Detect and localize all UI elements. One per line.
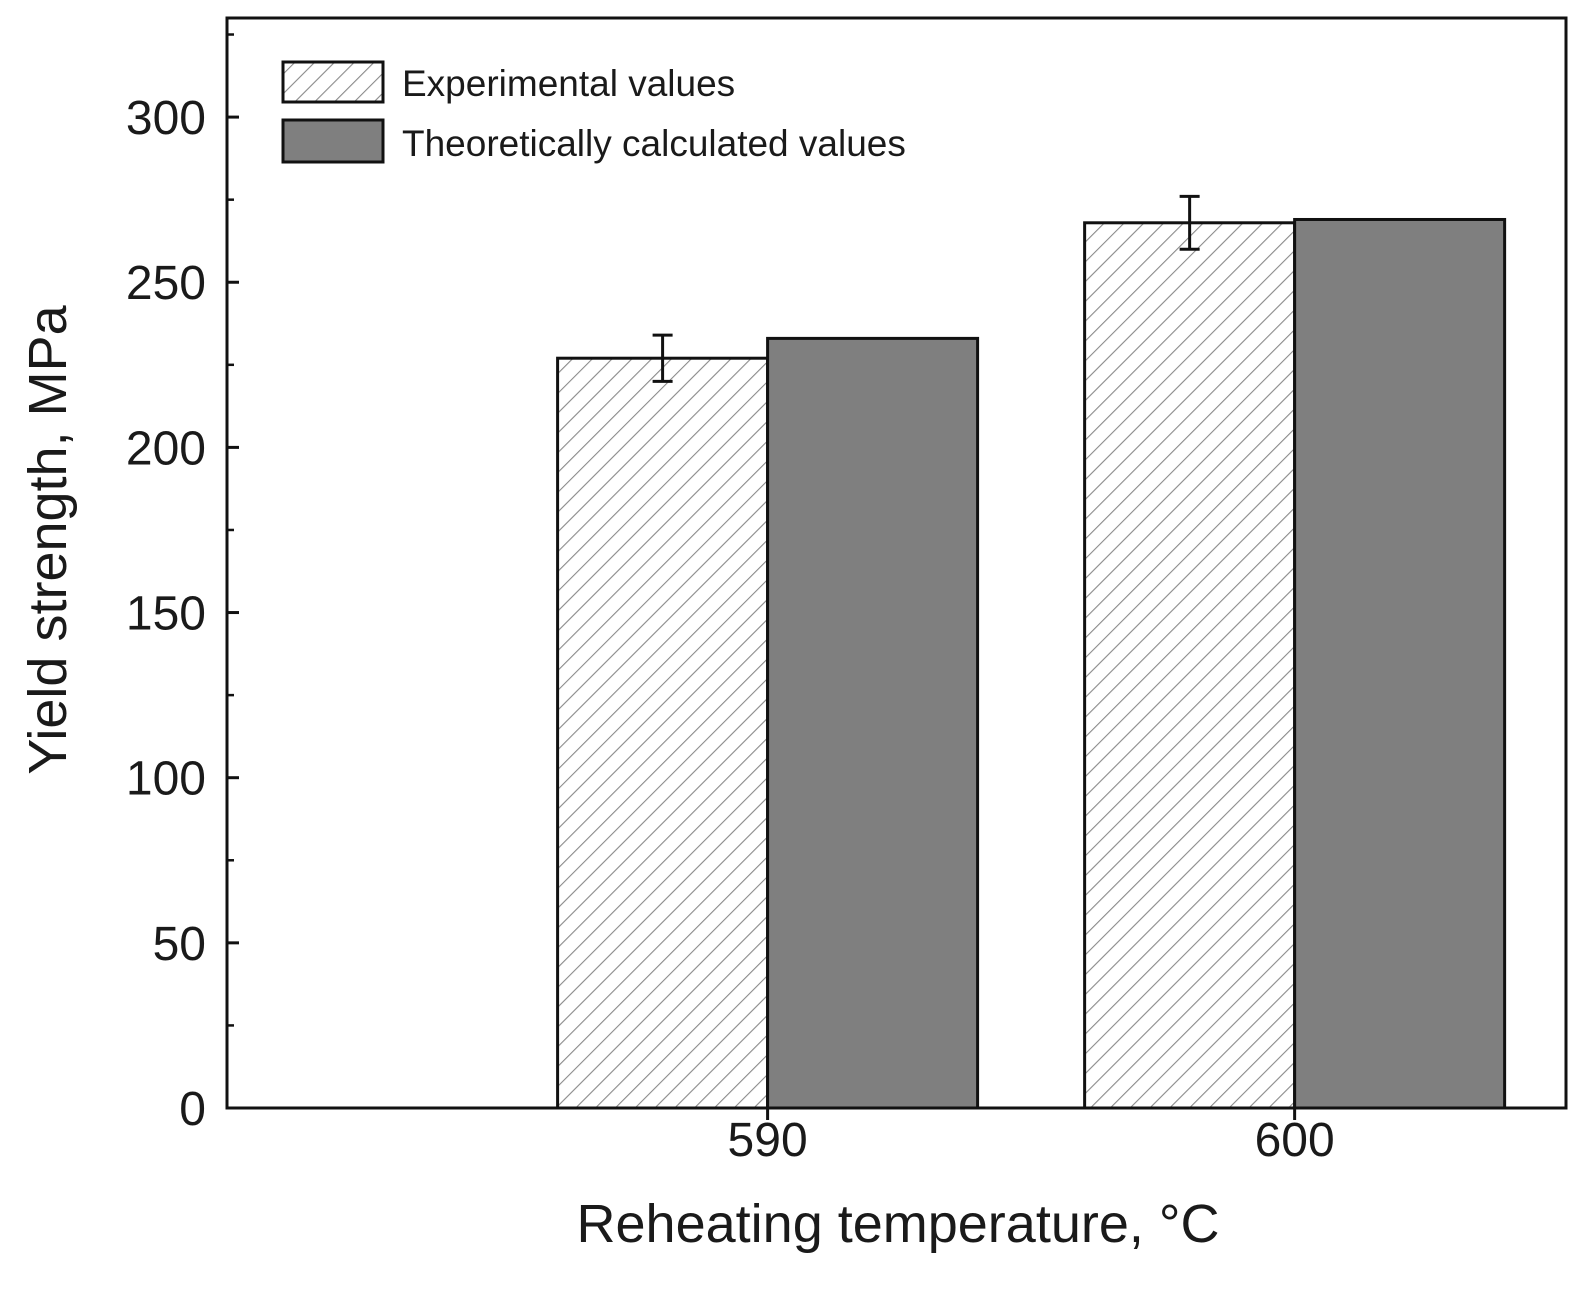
- x-axis-title: Reheating temperature, °C: [577, 1194, 1220, 1254]
- legend: Experimental values Theoretically calcul…: [281, 60, 906, 164]
- plot-frame: [225, 16, 1568, 1110]
- x-tick-label-590: 590: [728, 1114, 808, 1167]
- y-tick-label-100: 100: [126, 753, 206, 806]
- y-axis: 0 50 100 150 200 250 300: [126, 33, 239, 1136]
- bars-layer: [556, 217, 1507, 1110]
- y-tick-label-200: 200: [126, 422, 206, 475]
- x-tick-label-600: 600: [1255, 1114, 1335, 1167]
- y-tick-label-0: 0: [179, 1083, 206, 1136]
- legend-label-theoretical: Theoretically calculated values: [402, 123, 906, 164]
- y-axis-title: Yield strength, MPa: [18, 304, 78, 774]
- x-axis: 590 600: [728, 1108, 1335, 1167]
- error-bars-layer: [652, 194, 1200, 383]
- legend-swatch-theoretical: [281, 118, 385, 164]
- legend-label-experimental: Experimental values: [402, 63, 735, 104]
- y-tick-label-250: 250: [126, 257, 206, 310]
- bar-experimental-600: [1083, 221, 1297, 1110]
- legend-swatch-experimental: [281, 60, 385, 104]
- bar-theoretical-590: [766, 336, 980, 1110]
- bar-experimental-590: [556, 356, 770, 1110]
- y-tick-label-150: 150: [126, 588, 206, 641]
- y-tick-label-300: 300: [126, 92, 206, 145]
- y-tick-label-50: 50: [153, 918, 206, 971]
- bar-theoretical-600: [1293, 217, 1507, 1110]
